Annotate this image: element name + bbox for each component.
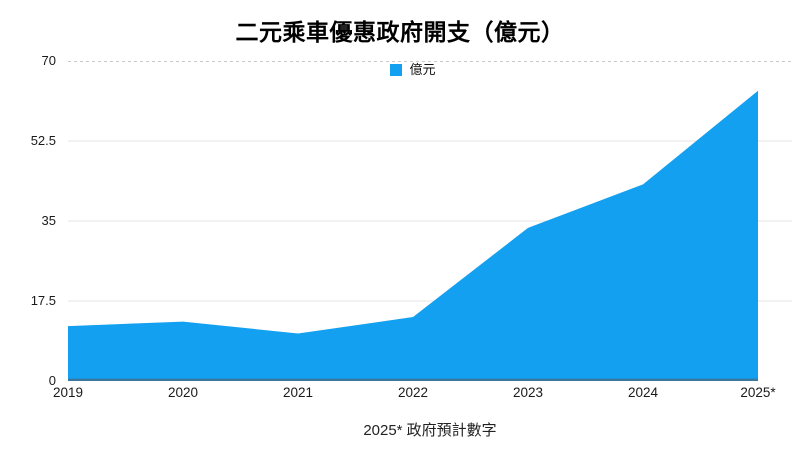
- y-tick-label: 70: [41, 53, 56, 68]
- legend-swatch: [390, 64, 403, 76]
- x-tick-label: 2021: [282, 385, 314, 400]
- legend: 億元: [68, 62, 758, 78]
- legend-label: 億元: [409, 62, 436, 77]
- area-chart-svg: [68, 61, 792, 381]
- x-tick-label: 2022: [397, 385, 429, 400]
- footnote: 2025* 政府預計數字: [363, 422, 497, 439]
- y-tick-label: 17.5: [30, 293, 56, 308]
- x-tick-label: 2023: [512, 385, 544, 400]
- y-tick-label: 35: [41, 213, 56, 228]
- x-tick-label: 2025*: [740, 385, 776, 400]
- chart-title: 二元乘車優惠政府開支（億元）: [235, 19, 565, 45]
- y-tick-label: 52.5: [30, 133, 56, 148]
- x-tick-label: 2024: [627, 385, 659, 400]
- area-series: [68, 90, 758, 381]
- x-tick-label: 2019: [52, 385, 84, 400]
- y-tick-label: 0: [48, 373, 56, 388]
- x-tick-label: 2020: [167, 385, 199, 400]
